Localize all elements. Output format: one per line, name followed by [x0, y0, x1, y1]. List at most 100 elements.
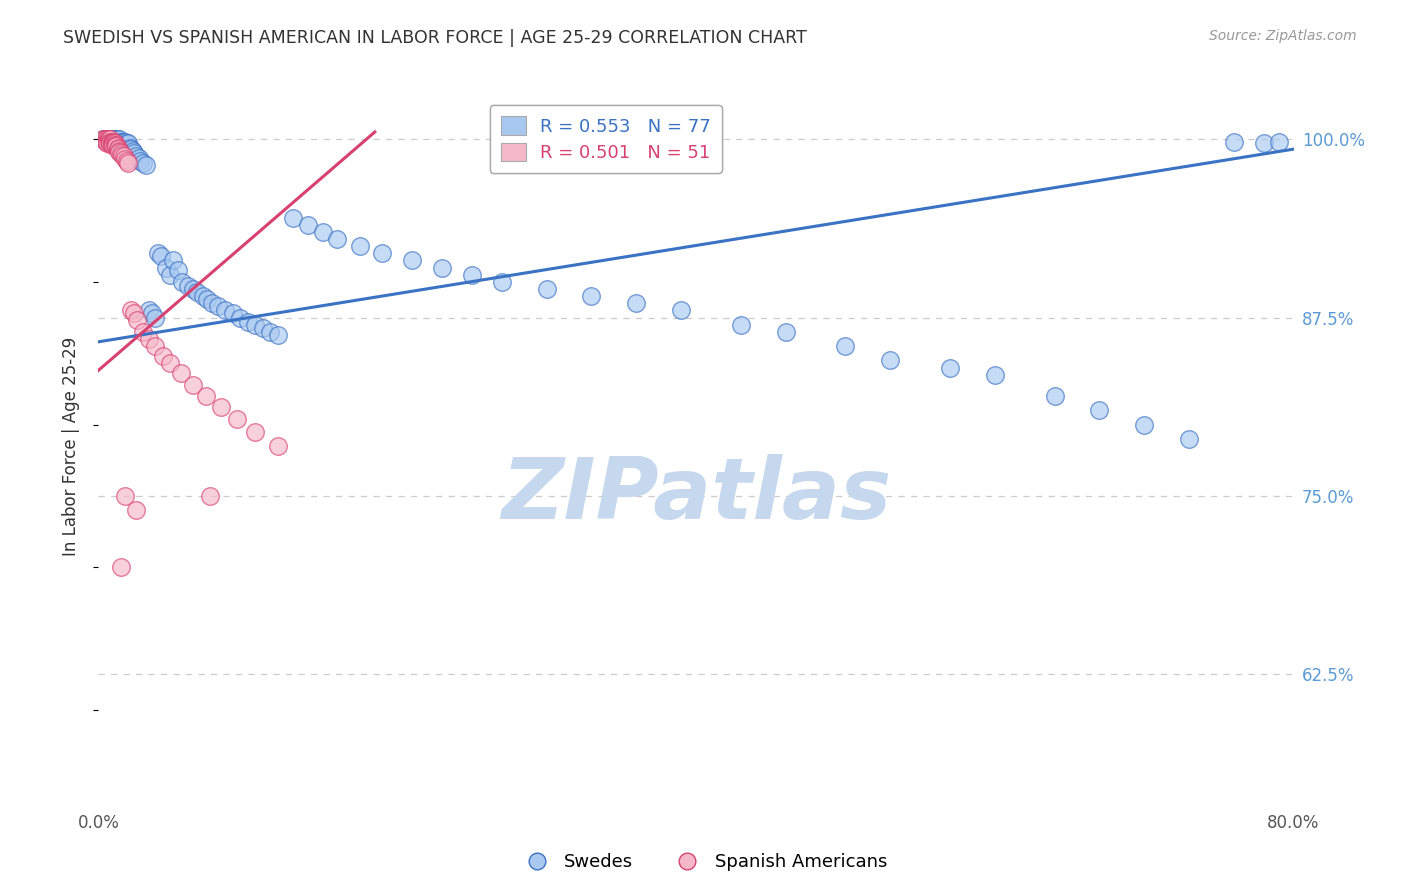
- Legend: Swedes, Spanish Americans: Swedes, Spanish Americans: [512, 847, 894, 879]
- Point: [103, 132, 125, 146]
- Text: Source: ZipAtlas.com: Source: ZipAtlas.com: [1209, 29, 1357, 44]
- Point: [141, 306, 163, 320]
- Point: [132, 325, 155, 339]
- Point: [108, 132, 131, 146]
- Point: [461, 268, 484, 282]
- Point: [1267, 135, 1289, 149]
- Point: [155, 260, 177, 275]
- Point: [152, 349, 174, 363]
- Point: [98, 132, 122, 146]
- Point: [267, 439, 290, 453]
- Point: [1043, 389, 1066, 403]
- Point: [104, 137, 127, 152]
- Point: [1223, 135, 1246, 149]
- Point: [297, 218, 319, 232]
- Point: [159, 356, 181, 370]
- Point: [112, 135, 135, 149]
- Point: [98, 132, 122, 146]
- Point: [186, 285, 208, 299]
- Point: [101, 137, 124, 152]
- Point: [94, 132, 117, 146]
- Point: [115, 136, 138, 151]
- Point: [195, 389, 218, 403]
- Point: [103, 137, 125, 152]
- Point: [124, 146, 146, 161]
- Point: [626, 296, 648, 310]
- Point: [181, 377, 204, 392]
- Point: [214, 303, 236, 318]
- Point: [111, 135, 134, 149]
- Point: [114, 135, 136, 149]
- Point: [581, 289, 603, 303]
- Point: [143, 339, 166, 353]
- Point: [200, 489, 222, 503]
- Point: [135, 158, 157, 172]
- Point: [132, 156, 155, 170]
- Point: [207, 299, 229, 313]
- Point: [245, 425, 267, 439]
- Point: [201, 296, 224, 310]
- Point: [1088, 403, 1111, 417]
- Point: [1253, 136, 1275, 151]
- Point: [222, 306, 245, 320]
- Point: [730, 318, 752, 332]
- Text: SWEDISH VS SPANISH AMERICAN IN LABOR FORCE | AGE 25-29 CORRELATION CHART: SWEDISH VS SPANISH AMERICAN IN LABOR FOR…: [63, 29, 807, 47]
- Point: [125, 503, 148, 517]
- Point: [401, 253, 423, 268]
- Point: [984, 368, 1007, 382]
- Point: [1133, 417, 1156, 432]
- Point: [834, 339, 856, 353]
- Point: [101, 135, 124, 149]
- Point: [162, 253, 184, 268]
- Point: [159, 268, 181, 282]
- Point: [115, 153, 138, 168]
- Point: [111, 148, 134, 162]
- Point: [125, 149, 148, 163]
- Point: [229, 310, 252, 325]
- Point: [138, 332, 160, 346]
- Point: [124, 306, 146, 320]
- Point: [191, 289, 214, 303]
- Point: [209, 401, 232, 415]
- Point: [108, 145, 131, 159]
- Point: [775, 325, 797, 339]
- Point: [101, 132, 124, 146]
- Point: [371, 246, 394, 260]
- Point: [105, 137, 128, 152]
- Point: [491, 275, 513, 289]
- Point: [120, 142, 142, 156]
- Point: [349, 239, 371, 253]
- Point: [108, 144, 131, 158]
- Point: [117, 136, 139, 151]
- Point: [166, 263, 188, 277]
- Point: [96, 132, 118, 146]
- Point: [114, 152, 136, 166]
- Point: [150, 249, 173, 263]
- Point: [96, 135, 118, 149]
- Point: [118, 141, 141, 155]
- Point: [129, 153, 152, 168]
- Point: [128, 151, 150, 165]
- Point: [107, 132, 129, 146]
- Point: [107, 142, 129, 156]
- Point: [181, 282, 204, 296]
- Point: [197, 292, 219, 306]
- Point: [97, 132, 120, 146]
- Point: [91, 132, 114, 146]
- Point: [245, 318, 267, 332]
- Point: [103, 135, 125, 149]
- Point: [114, 489, 136, 503]
- Point: [177, 279, 200, 293]
- Point: [281, 211, 304, 225]
- Point: [127, 313, 149, 327]
- Point: [105, 139, 128, 153]
- Point: [669, 303, 692, 318]
- Point: [104, 136, 127, 151]
- Point: [120, 303, 142, 318]
- Point: [259, 325, 281, 339]
- Point: [138, 303, 160, 318]
- Point: [536, 282, 558, 296]
- Point: [101, 136, 124, 151]
- Point: [98, 135, 122, 149]
- Point: [143, 310, 166, 325]
